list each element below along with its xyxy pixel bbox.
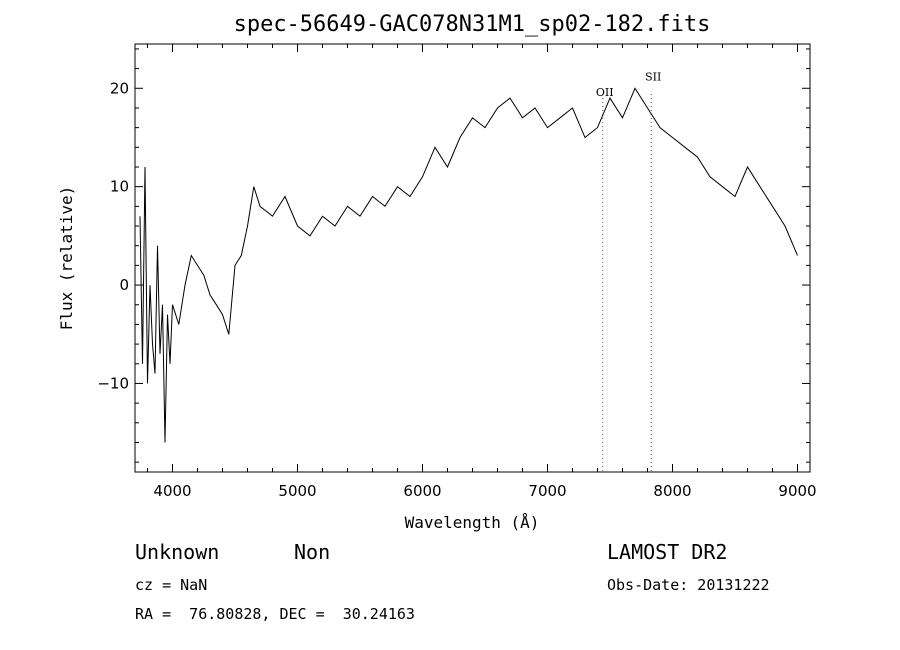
y-tick-label: 0 <box>119 276 129 294</box>
x-tick-label: 7000 <box>528 482 566 500</box>
y-tick-label: 20 <box>110 79 129 97</box>
redshift-cz: cz = NaN <box>135 576 208 594</box>
emission-line-markers <box>602 94 652 472</box>
y-tick-label: −10 <box>97 374 129 392</box>
emission-line-label: OII <box>596 86 614 99</box>
y-axis-ticks: −10 0 10 20 <box>97 48 810 463</box>
emission-line-label: SII <box>645 70 661 83</box>
observation-date: Obs-Date: 20131222 <box>607 576 770 594</box>
spectrum-line <box>139 87 798 443</box>
x-tick-label: 5000 <box>278 482 316 500</box>
x-tick-label: 6000 <box>403 482 441 500</box>
x-axis-label: Wavelength (Å) <box>405 513 540 532</box>
survey-name: LAMOST DR2 <box>607 540 728 564</box>
line-annotations: OII SII <box>596 70 661 99</box>
x-axis-ticks: 4000 5000 6000 7000 8000 9000 <box>147 44 817 500</box>
spectral-class: Unknown <box>135 540 220 564</box>
y-tick-label: 10 <box>110 178 129 196</box>
spectral-subclass: Non <box>294 540 331 564</box>
chart-title: spec-56649-GAC078N31M1_sp02-182.fits <box>234 12 711 37</box>
x-tick-label: 4000 <box>153 482 191 500</box>
x-tick-label: 8000 <box>653 482 691 500</box>
x-tick-label: 9000 <box>778 482 816 500</box>
plot-frame <box>134 43 811 473</box>
y-axis-label: Flux (relative) <box>57 186 76 331</box>
coordinates: RA = 76.80828, DEC = 30.24163 <box>135 605 415 623</box>
